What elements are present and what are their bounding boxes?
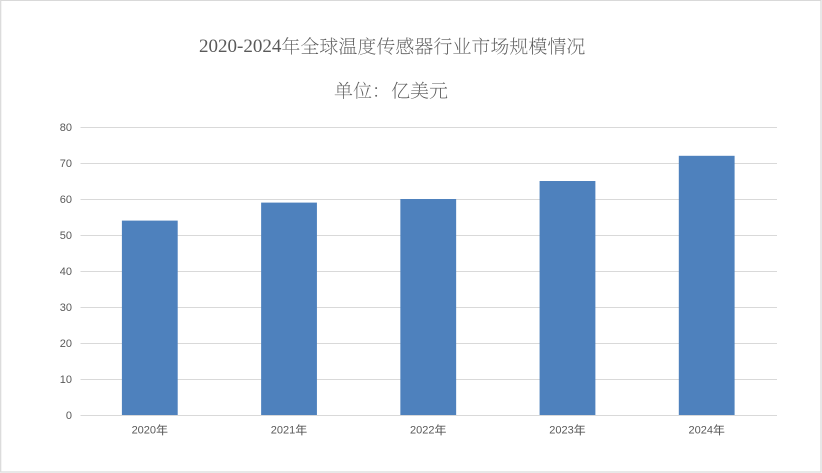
- svg-text:2022: 2022: [410, 425, 434, 437]
- svg-text:0: 0: [66, 410, 72, 422]
- svg-text:2020-2024: 2020-2024: [199, 36, 282, 57]
- svg-text:40: 40: [60, 266, 72, 278]
- svg-text:70: 70: [60, 158, 72, 170]
- svg-text:10: 10: [60, 374, 72, 386]
- svg-text:20: 20: [60, 338, 72, 350]
- svg-text:60: 60: [60, 194, 72, 206]
- svg-text:50: 50: [60, 230, 72, 242]
- svg-text:2024: 2024: [688, 425, 712, 437]
- svg-text:2023: 2023: [549, 425, 573, 437]
- svg-text:80: 80: [60, 122, 72, 134]
- svg-text:30: 30: [60, 302, 72, 314]
- svg-text:2021: 2021: [271, 425, 295, 437]
- svg-text:2020: 2020: [132, 425, 156, 437]
